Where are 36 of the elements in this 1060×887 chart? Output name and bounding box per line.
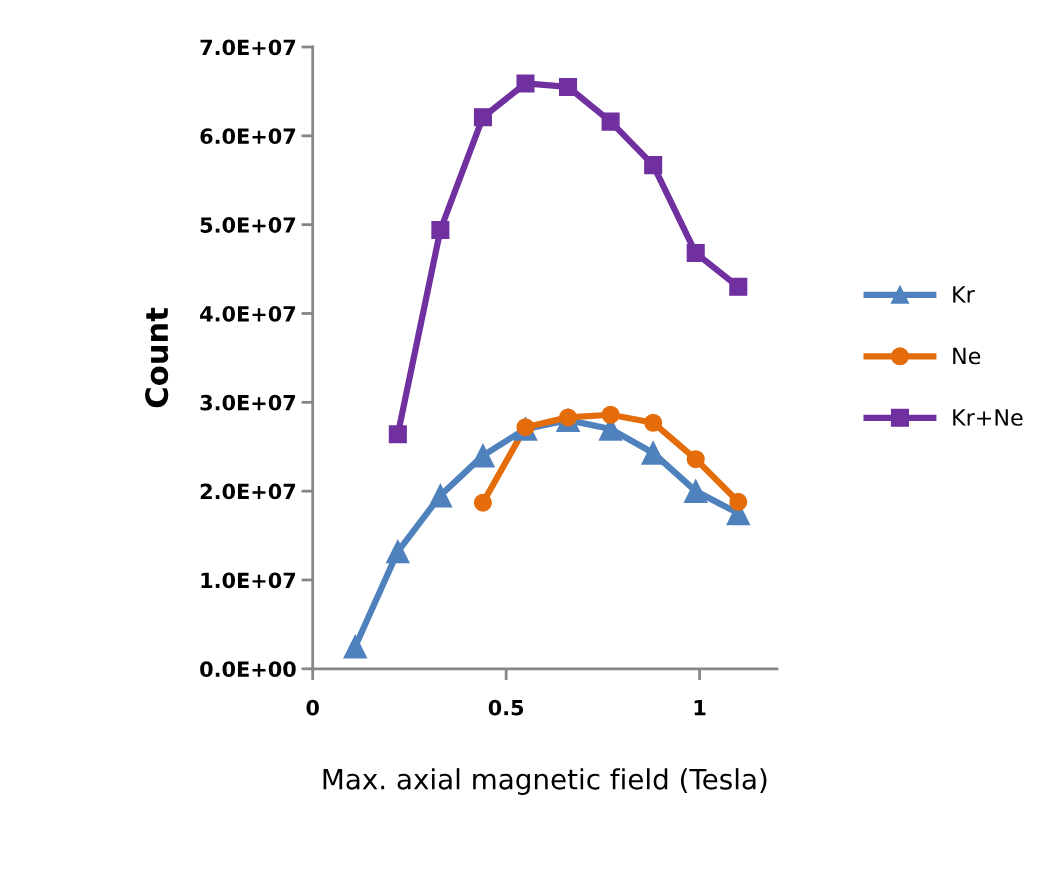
x-tick-label: 0: [306, 699, 319, 716]
y-tick-label: 1.0E+07: [201, 572, 296, 589]
point: [601, 112, 620, 131]
y-axis-title: Count: [145, 307, 169, 408]
point: [471, 443, 495, 468]
point: [428, 483, 453, 508]
y-tick-label: 7.0E+07: [200, 39, 296, 56]
x-tick-label: 1: [694, 699, 706, 716]
legend-label: Kr+Ne: [953, 409, 1023, 426]
point: [431, 220, 450, 240]
y-tick-label: 4.0E+07: [200, 305, 296, 322]
point: [644, 413, 663, 432]
y-tick-label: 0.0E+00: [200, 661, 296, 678]
point: [729, 492, 748, 511]
legend-label: Kr: [953, 286, 975, 303]
point: [686, 244, 705, 263]
point: [388, 425, 407, 444]
point: [683, 479, 708, 503]
point: [601, 405, 620, 424]
y-tick-label: 6.0E+07: [200, 128, 296, 145]
x-tick-label: 0.5: [488, 699, 524, 716]
point: [516, 74, 535, 93]
point: [473, 108, 492, 127]
point: [686, 450, 705, 469]
point: [644, 156, 663, 175]
point: [729, 277, 748, 296]
point: [473, 493, 492, 512]
y-tick-label: 3.0E+07: [200, 394, 296, 411]
y-tick-label: 2.0E+07: [200, 483, 296, 500]
point: [641, 441, 665, 465]
point: [559, 77, 578, 97]
x-axis-title: Max. axial magnetic field (Tesla): [323, 768, 767, 796]
point: [386, 539, 410, 564]
y-tick-label: 5.0E+07: [200, 217, 296, 233]
point: [343, 634, 368, 659]
legend-label: Ne: [953, 347, 981, 365]
